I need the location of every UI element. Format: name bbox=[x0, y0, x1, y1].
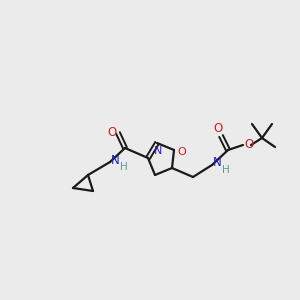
Text: O: O bbox=[213, 122, 223, 136]
Text: N: N bbox=[111, 154, 119, 166]
Text: O: O bbox=[244, 137, 253, 151]
Text: H: H bbox=[120, 162, 128, 172]
Text: N: N bbox=[213, 157, 221, 169]
Text: O: O bbox=[107, 125, 117, 139]
Text: H: H bbox=[222, 165, 230, 175]
Text: O: O bbox=[178, 147, 186, 157]
Text: N: N bbox=[154, 146, 162, 156]
